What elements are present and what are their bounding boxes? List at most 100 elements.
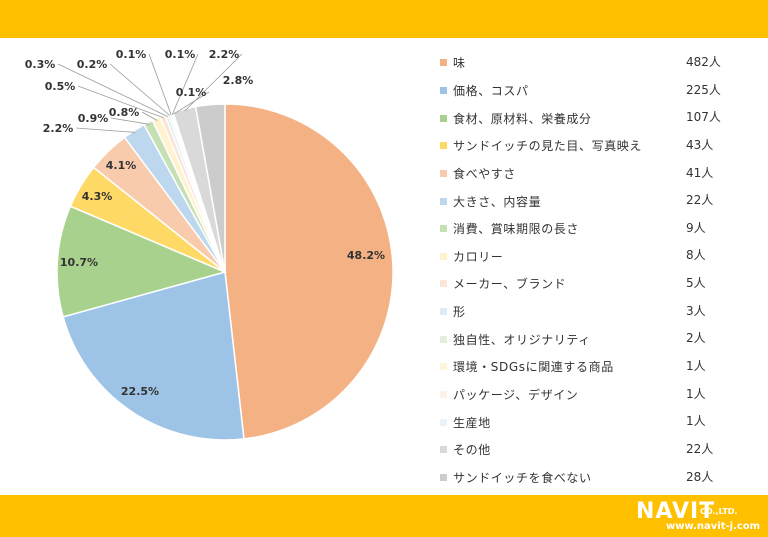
leader-lines — [57, 53, 243, 133]
percent-labels: 48.2%22.5%10.7%4.3%4.1%2.2%0.9% 0.8%0.5%0… — [25, 48, 385, 398]
legend-swatch — [440, 225, 447, 233]
legend-swatch — [440, 473, 447, 481]
legend-item: 価格、コスパ 225人 — [440, 77, 730, 105]
pie-percent-label: 0.5% — [45, 80, 76, 93]
leader-line — [77, 85, 164, 119]
pie-percent-label: 0.8% — [109, 106, 140, 119]
pie-slice — [62, 271, 245, 441]
legend-item: パッケージ、デザイン 1人 — [440, 381, 730, 409]
legend-label: その他 — [453, 443, 491, 458]
pie-slice — [56, 205, 228, 318]
legend-item: 独自性、オリジナリティ 2人 — [440, 325, 730, 353]
logo-url: www.navit-j.com — [666, 521, 761, 532]
legend-swatch — [440, 280, 447, 288]
legend-item: 生産地 1人 — [440, 408, 730, 436]
leader-line — [57, 63, 168, 117]
pie-percent-label: 10.7% — [60, 256, 98, 269]
legend-swatch — [440, 114, 447, 122]
legend-label: 環境・SDGsに関連する商品 — [453, 360, 614, 375]
legend-swatch — [440, 142, 447, 150]
legend-item: カロリー 8人 — [440, 242, 730, 270]
legend-label: サンドイッチの見た目、写真映え — [453, 139, 643, 154]
legend-label: 食材、原材料、栄養成分 — [453, 111, 592, 126]
pie-slice — [194, 103, 226, 273]
pie-percent-label: 2.8% — [223, 74, 254, 87]
leader-line — [171, 53, 199, 115]
legend-item: 消費、賞味期限の長さ 9人 — [440, 215, 730, 243]
legend-item: 大きさ、内容量 22人 — [440, 187, 730, 215]
legend-item: 食べやすさ 41人 — [440, 160, 730, 188]
pie-percent-label: 0.3% — [25, 58, 56, 71]
top-banner — [0, 0, 768, 38]
legend-count: 8人 — [686, 248, 706, 263]
legend-item: その他 22人 — [440, 436, 730, 464]
pie-slices — [56, 103, 394, 441]
legend-swatch — [440, 169, 447, 177]
leader-line — [172, 91, 210, 115]
footer-banner — [0, 495, 768, 537]
leader-line — [141, 111, 158, 121]
legend-count: 482人 — [686, 55, 721, 69]
legend-item: 形 3人 — [440, 298, 730, 326]
legend-count: 43人 — [686, 137, 714, 152]
legend-item: 食材、原材料、栄養成分 107人 — [440, 104, 730, 132]
legend-count: 225人 — [686, 82, 721, 97]
legend-label: メーカー、ブランド — [453, 277, 567, 292]
legend-label: カロリー — [453, 249, 504, 264]
legend-count: 41人 — [686, 165, 714, 180]
pie-percent-label: 0.2% — [77, 58, 108, 71]
chart-legend: 味 482人価格、コスパ 225人食材、原材料、栄養成分 107人サンドイッチの見た目… — [440, 49, 730, 491]
pie-percent-label: 4.1% — [106, 159, 137, 172]
pie-percent-label: 2.2% — [209, 48, 240, 61]
legend-count: 107人 — [686, 110, 721, 125]
legend-swatch — [440, 252, 447, 260]
logo-suffix: CO.,LTD. — [700, 507, 738, 516]
legend-swatch — [440, 418, 447, 426]
legend-label: 生産地 — [453, 415, 491, 430]
legend-count: 3人 — [686, 303, 706, 318]
pie-slice — [224, 103, 394, 440]
legend-swatch — [440, 59, 447, 67]
legend-count: 2人 — [686, 331, 706, 346]
legend-label: 食べやすさ — [453, 166, 517, 181]
leader-line — [75, 127, 136, 133]
legend-count: 1人 — [686, 359, 706, 374]
legend-swatch — [440, 391, 447, 398]
legend-label: 消費、賞味期限の長さ — [453, 222, 580, 237]
pie-percent-label: 0.1% — [116, 48, 147, 61]
company-logo: NAVIT CO.,LTD. www.navit-j.com — [636, 499, 764, 533]
legend-count: 1人 — [686, 414, 706, 429]
legend-item: 環境・SDGsに関連する商品 1人 — [440, 353, 730, 381]
leader-line — [109, 63, 171, 116]
legend-count: 22人 — [686, 193, 714, 208]
legend-label: 独自性、オリジナリティ — [453, 332, 591, 347]
pie-percent-label: 0.9% — [78, 112, 109, 125]
legend-item: サンドイッチを食べない 28人 — [440, 464, 730, 492]
legend-count: 9人 — [686, 220, 706, 235]
legend-swatch — [440, 446, 447, 454]
pie-percent-label: 4.3% — [82, 190, 113, 203]
leader-line — [184, 53, 243, 112]
legend-item: 味 482人 — [440, 49, 730, 77]
legend-item: サンドイッチの見た目、写真映え 43人 — [440, 132, 730, 160]
pie-percent-label: 0.1% — [176, 86, 207, 99]
legend-swatch — [440, 197, 447, 205]
legend-swatch — [440, 335, 447, 343]
legend-label: 味 — [453, 56, 466, 71]
legend-label: 価格、コスパ — [453, 83, 529, 98]
pie-percent-label: 2.2% — [43, 122, 74, 135]
legend-count: 5人 — [686, 276, 706, 291]
legend-item: メーカー、ブランド 5人 — [440, 270, 730, 298]
legend-label: サンドイッチを食べない — [453, 470, 592, 485]
pie-chart: 48.2%22.5%10.7%4.3%4.1%2.2%0.9% 0.8%0.5%0… — [25, 48, 394, 441]
legend-count: 28人 — [686, 469, 714, 484]
logo-wordmark: NAVIT — [636, 499, 716, 524]
pie-percent-label: 0.1% — [165, 48, 196, 61]
legend-swatch — [440, 308, 447, 316]
legend-count: 1人 — [686, 386, 706, 401]
legend-label: 形 — [453, 305, 466, 320]
legend-label: パッケージ、デザイン — [453, 388, 579, 402]
leader-line — [148, 53, 172, 116]
legend-swatch — [440, 86, 447, 94]
legend-count: 22人 — [686, 441, 714, 456]
